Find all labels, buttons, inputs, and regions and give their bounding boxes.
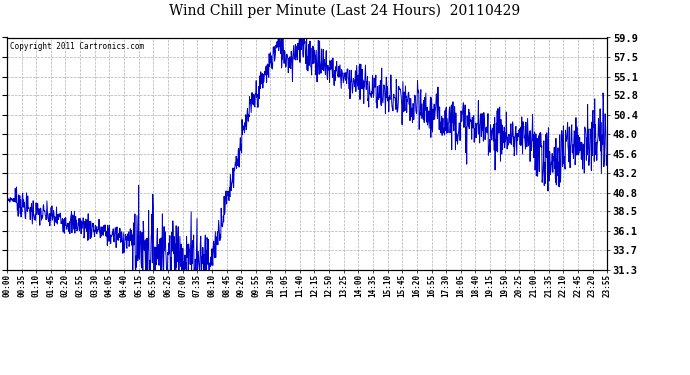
Text: Wind Chill per Minute (Last 24 Hours)  20110429: Wind Chill per Minute (Last 24 Hours) 20…: [170, 4, 520, 18]
Text: Copyright 2011 Cartronics.com: Copyright 2011 Cartronics.com: [10, 42, 144, 51]
